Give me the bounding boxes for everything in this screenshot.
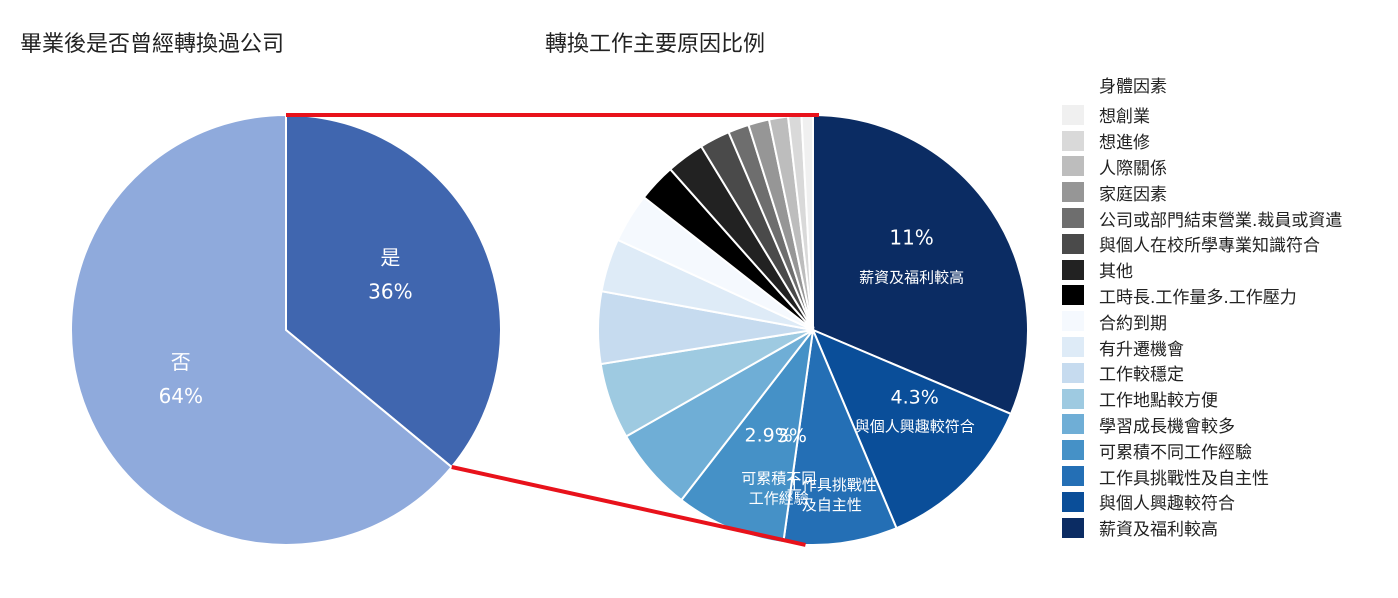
legend-label: 工作具挑戰性及自主性 [1099,468,1269,489]
legend-label: 與個人興趣較符合 [1099,494,1235,515]
legend-label: 與個人在校所學專業知識符合 [1099,236,1320,257]
legend-label: 工作較穩定 [1099,365,1184,386]
legend: 身體因素 想創業想進修人際關係家庭因素公司或部門結束營業.裁員或資遣 與個人在校所… [1062,76,1342,541]
legend-swatch [1062,491,1084,512]
right-pie-name-label-0: 薪資及福利較高 [859,269,964,287]
legend-swatch [1062,130,1084,151]
legend-items: 想創業想進修人際關係家庭因素公司或部門結束營業.裁員或資遣 與個人在校所學專業知識… [1062,102,1342,541]
legend-label: 公司或部門結束營業.裁員或資遣 [1099,210,1343,231]
legend-label: 有升遷機會 [1099,339,1184,360]
right-chart-title: 轉換工作主要原因比例 [545,32,766,57]
right-pie-value-label-1: 4.3% [891,386,939,408]
legend-item: 公司或部門結束營業.裁員或資遣 [1062,205,1342,231]
right-pie [597,113,1029,546]
legend-item: 學習成長機會較多 [1062,412,1342,438]
legend-item: 薪資及福利較高 [1062,515,1342,541]
left-pie-label-no: 否 [171,350,191,374]
legend-label: 想創業 [1099,107,1150,128]
legend-swatch [1062,208,1084,229]
connector-lines [286,113,819,547]
right-pie-value-label-3: 2.9% [745,425,793,447]
legend-label: 可累積不同工作經驗 [1099,442,1252,463]
left-pie-value-no: 64% [159,384,203,408]
right-pie-name-label-2: 工作具挑戰性 [787,476,877,494]
legend-label: 工時長.工作量多.工作壓力 [1099,287,1297,308]
right-pie-slice-0 [812,113,1029,416]
right-pie-name-label-2: 及自主性 [802,496,862,514]
slice-labels: 是 36% 否 64% 11% 薪資及福利較高 4.3% 與個人興趣較符合 3% 工作具挑戰性及自… [159,226,975,514]
left-pie [70,113,502,546]
legend-item: 合約到期 [1062,308,1342,334]
legend-swatch [1062,362,1084,383]
legend-item: 工時長.工作量多.工作壓力 [1062,283,1342,309]
legend-item: 人際關係 [1062,154,1342,180]
legend-item: 工作具挑戰性及自主性 [1062,463,1342,489]
legend-label: 學習成長機會較多 [1099,416,1235,437]
left-chart-title: 畢業後是否曾經轉換過公司 [20,32,285,57]
legend-item: 與個人在校所學專業知識符合 [1062,231,1342,257]
left-pie-slice-yes [285,113,502,469]
legend-swatch [1062,440,1084,461]
legend-item: 想創業 [1062,102,1342,128]
right-pie-slice-2 [782,326,898,546]
legend-item: 想進修 [1062,128,1342,154]
legend-swatch [1062,259,1084,280]
legend-item: 其他 [1062,257,1342,283]
legend-swatch [1062,104,1084,125]
legend-swatch [1062,466,1084,487]
legend-swatch [1062,311,1084,332]
legend-label: 其他 [1099,262,1133,283]
legend-label: 工作地點較方便 [1099,391,1218,412]
legend-item: 有升遷機會 [1062,334,1342,360]
left-pie-slice-no [70,113,454,546]
legend-header: 身體因素 [1099,77,1167,97]
legend-label: 家庭因素 [1099,184,1167,205]
legend-label: 薪資及福利較高 [1099,520,1218,541]
left-pie-label-yes: 是 [380,246,400,270]
right-pie-value-label-0: 11% [889,226,933,250]
legend-item: 可累積不同工作經驗 [1062,437,1342,463]
legend-swatch [1062,517,1084,538]
legend-swatch [1062,233,1084,254]
right-pie-slice-1 [811,328,1013,530]
right-pie-value-label-2: 3% [777,425,807,447]
legend-item: 工作較穩定 [1062,360,1342,386]
legend-label: 人際關係 [1099,158,1167,179]
legend-swatch [1062,388,1084,409]
legend-swatch [1062,156,1084,177]
legend-swatch [1062,182,1084,203]
legend-swatch [1062,285,1084,306]
connector-line-bottom [451,465,806,547]
right-pie-name-label-3: 工作經驗 [749,490,809,508]
left-pie-value-yes: 36% [368,280,412,304]
right-pie-name-label-1: 與個人興趣較符合 [855,417,975,435]
legend-label: 想進修 [1099,133,1150,154]
legend-item: 家庭因素 [1062,179,1342,205]
legend-item: 與個人興趣較符合 [1062,489,1342,515]
legend-label: 合約到期 [1099,313,1167,334]
legend-item: 工作地點較方便 [1062,386,1342,412]
right-pie-name-label-3: 可累積不同 [741,470,816,488]
legend-swatch [1062,414,1084,435]
legend-swatch [1062,337,1084,358]
